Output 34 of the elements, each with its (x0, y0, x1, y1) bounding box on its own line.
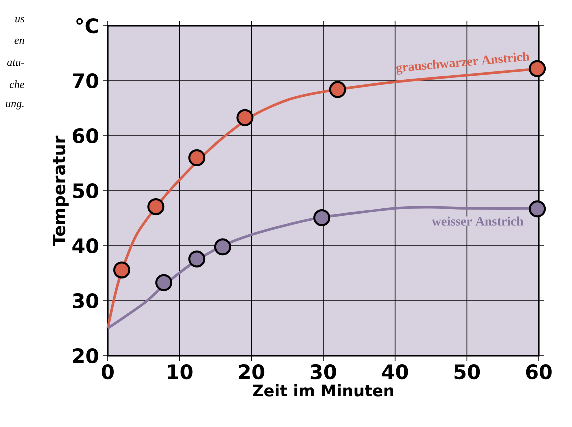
x-tick-label: 0 (102, 364, 114, 380)
point (148, 198, 165, 216)
text: en (14, 38, 24, 44)
x-tick-label: 30 (310, 364, 336, 380)
y-tick-label: 30 (73, 293, 99, 309)
text: ung. (6, 102, 24, 110)
point (214, 238, 232, 256)
point (314, 209, 331, 226)
point (329, 81, 346, 98)
y-tick-label: 40 (72, 238, 99, 254)
point (236, 109, 254, 126)
series-label: weisser Anstrich (432, 216, 524, 226)
y-tick-label: 70 (73, 73, 99, 89)
point (114, 262, 131, 279)
y-axis-title: Temperatur (53, 136, 69, 246)
text: che (10, 80, 25, 88)
text: us (16, 17, 24, 23)
x-axis-title: Zeit im Minuten (253, 384, 394, 397)
point (529, 60, 546, 78)
y-tick-label: 20 (73, 348, 99, 364)
y-tick-label: 50 (73, 183, 99, 199)
text: atu- (7, 60, 24, 66)
point (188, 150, 206, 166)
y-tick-label: 60 (72, 128, 99, 144)
y-tick-label: °C (76, 18, 98, 34)
x-tick-label: 20 (239, 364, 265, 380)
x-tick-label: 60 (526, 364, 552, 380)
x-tick-label: 40 (382, 364, 408, 380)
point (188, 250, 206, 268)
point (529, 200, 546, 218)
series-label: grauschwarzer Anstrich (396, 52, 530, 75)
point (156, 274, 173, 292)
x-tick-label: 50 (454, 364, 480, 380)
x-tick-label: 10 (168, 364, 193, 380)
